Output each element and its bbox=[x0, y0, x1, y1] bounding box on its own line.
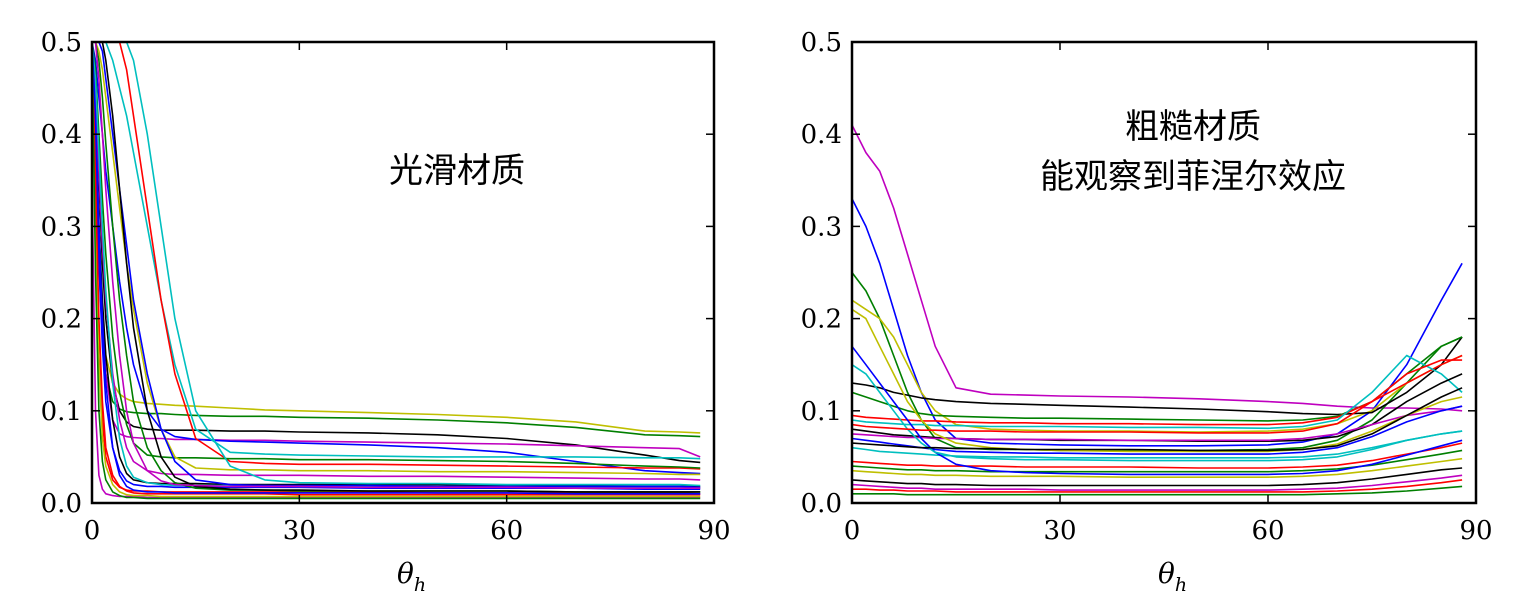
rough-series-line-r18 bbox=[852, 345, 1463, 476]
rough-xlabel: θh bbox=[1158, 557, 1187, 596]
rough-series-line-r2 bbox=[852, 198, 1463, 447]
rough-series-line-r23 bbox=[852, 387, 1463, 452]
rough-series-line-r16 bbox=[852, 467, 1463, 487]
smooth-series-line-s13 bbox=[92, 42, 701, 489]
rough-xtick-label: 30 bbox=[1043, 516, 1076, 546]
smooth-series-line-s15 bbox=[92, 42, 701, 493]
smooth-series-line-s7 bbox=[92, 42, 701, 470]
smooth-annotation-line-1: 光滑材质 bbox=[389, 151, 525, 191]
rough-series-line-r15 bbox=[852, 457, 1463, 478]
smooth-series-line-s9 bbox=[92, 42, 701, 476]
smooth-series-line-s17 bbox=[92, 180, 701, 499]
rough-ticks bbox=[851, 41, 1477, 504]
rough-xtick-label: 60 bbox=[1251, 516, 1284, 546]
smooth-series-line-s23 bbox=[92, 42, 701, 500]
smooth-series-line-s22 bbox=[92, 42, 701, 495]
rough-annotation-line-1: 粗糙材质 bbox=[1125, 107, 1261, 147]
smooth-xtick-label: 0 bbox=[84, 516, 101, 546]
smooth-series-line-s21 bbox=[92, 42, 701, 496]
smooth-ytick-label: 0.0 bbox=[41, 489, 82, 519]
rough-xlabel-symbol: θ bbox=[1158, 557, 1175, 590]
rough-ytick-label: 0.0 bbox=[801, 489, 842, 519]
rough-series-line-r10 bbox=[852, 405, 1463, 442]
smooth-material-chart: 0 30 60 90 0.0 0.1 0.2 0.3 0.4 0.5 光滑材质 θh bbox=[41, 28, 731, 596]
smooth-series-line-s1 bbox=[92, 42, 701, 434]
smooth-tick-labels: 0 30 60 90 0.0 0.1 0.2 0.3 0.4 0.5 bbox=[41, 28, 731, 546]
smooth-series-line-s18 bbox=[92, 42, 701, 493]
rough-ytick-label: 0.4 bbox=[801, 120, 842, 150]
rough-series-line-r8 bbox=[852, 354, 1463, 430]
smooth-series-line-s6 bbox=[92, 42, 701, 460]
smooth-xlabel-subscript: h bbox=[414, 574, 426, 596]
smooth-series-line-s4 bbox=[92, 42, 701, 458]
rough-ytick-label: 0.5 bbox=[801, 28, 842, 58]
smooth-ytick-label: 0.4 bbox=[41, 120, 82, 150]
rough-material-chart: 0 30 60 90 0.0 0.1 0.2 0.3 0.4 0.5 粗糙材质 能观察到菲涅尔效应… bbox=[801, 28, 1493, 596]
rough-xlabel-subscript: h bbox=[1175, 574, 1187, 596]
smooth-series-group bbox=[92, 42, 701, 500]
smooth-series-line-s5 bbox=[92, 42, 701, 475]
rough-series-line-r17 bbox=[852, 474, 1463, 491]
rough-ytick-label: 0.1 bbox=[801, 397, 842, 427]
rough-series-line-r21 bbox=[852, 485, 1463, 496]
smooth-series-line-s3 bbox=[92, 42, 701, 464]
smooth-ticks bbox=[91, 41, 715, 504]
smooth-xtick-label: 90 bbox=[697, 516, 730, 546]
smooth-ytick-label: 0.2 bbox=[41, 305, 82, 335]
rough-series-line-r19 bbox=[852, 479, 1463, 493]
smooth-xtick-label: 60 bbox=[490, 516, 523, 546]
rough-series-group bbox=[852, 124, 1463, 496]
rough-tick-labels: 0 30 60 90 0.0 0.1 0.2 0.3 0.4 0.5 bbox=[801, 28, 1493, 546]
smooth-series-line-s8 bbox=[92, 42, 701, 469]
smooth-series-line-s2 bbox=[92, 42, 701, 438]
smooth-xtick-label: 30 bbox=[283, 516, 316, 546]
smooth-series-line-s11 bbox=[92, 42, 701, 488]
rough-series-line-r7 bbox=[852, 354, 1463, 426]
smooth-ytick-label: 0.1 bbox=[41, 397, 82, 427]
smooth-xlabel-symbol: θ bbox=[397, 557, 414, 590]
smooth-series-line-s12 bbox=[92, 42, 701, 490]
smooth-series-line-s20 bbox=[92, 42, 701, 487]
rough-ytick-label: 0.3 bbox=[801, 212, 842, 242]
rough-series-line-r24 bbox=[852, 359, 1463, 434]
rough-series-line-r13 bbox=[852, 442, 1463, 469]
rough-series-line-r11 bbox=[852, 405, 1463, 455]
smooth-series-line-s24 bbox=[92, 42, 701, 489]
smooth-plot-frame bbox=[90, 40, 716, 505]
rough-xtick-label: 90 bbox=[1459, 516, 1492, 546]
smooth-ytick-label: 0.3 bbox=[41, 212, 82, 242]
rough-series-line-r1 bbox=[852, 124, 1463, 412]
rough-series-line-r20 bbox=[852, 364, 1463, 462]
rough-xtick-label: 0 bbox=[844, 516, 861, 546]
smooth-series-line-s19 bbox=[92, 42, 701, 498]
rough-annotation-line-2: 能观察到菲涅尔效应 bbox=[1040, 157, 1346, 197]
rough-series-line-r5 bbox=[852, 336, 1463, 416]
smooth-xlabel: θh bbox=[397, 557, 426, 596]
rough-series-line-r12 bbox=[852, 430, 1463, 459]
rough-plot-frame bbox=[850, 40, 1478, 505]
smooth-series-line-s16 bbox=[92, 42, 701, 489]
rough-ytick-label: 0.2 bbox=[801, 305, 842, 335]
smooth-ytick-label: 0.5 bbox=[41, 28, 82, 58]
